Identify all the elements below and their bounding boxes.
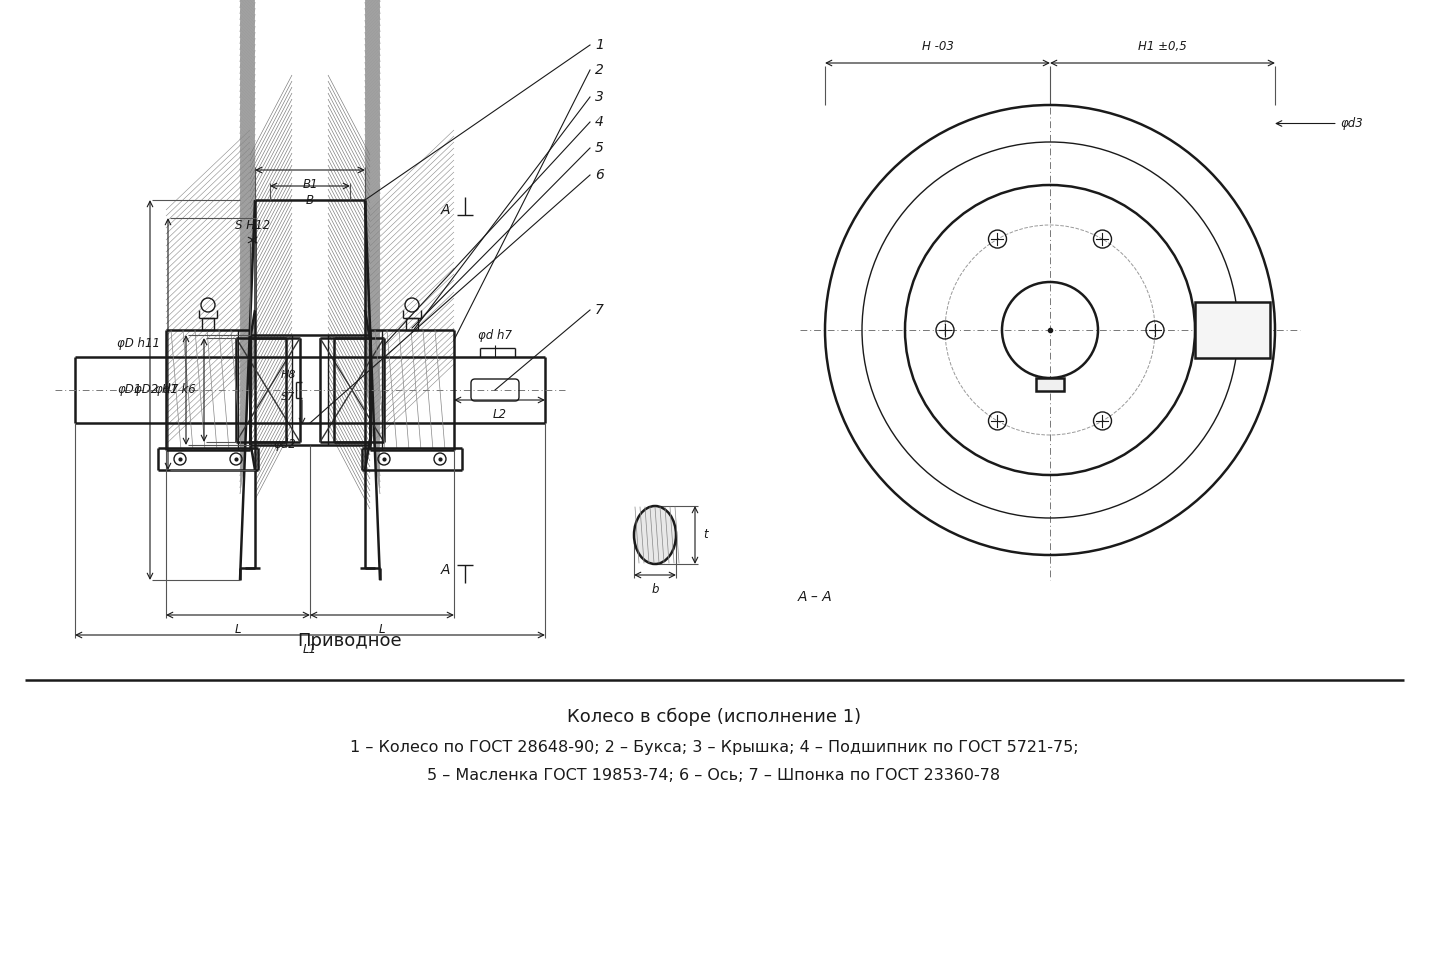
Text: t: t bbox=[703, 529, 707, 541]
Text: 7: 7 bbox=[594, 303, 604, 317]
Text: 5 – Масленка ГОСТ 19853-74; 6 – Ось; 7 – Шпонка по ГОСТ 23360-78: 5 – Масленка ГОСТ 19853-74; 6 – Ось; 7 –… bbox=[427, 768, 1000, 783]
Text: L2: L2 bbox=[493, 408, 506, 421]
Ellipse shape bbox=[634, 506, 676, 564]
Text: L: L bbox=[234, 623, 242, 636]
Text: H8: H8 bbox=[280, 370, 296, 380]
Text: A: A bbox=[440, 563, 450, 577]
Text: 2: 2 bbox=[594, 63, 604, 77]
Text: S7: S7 bbox=[282, 392, 296, 402]
Text: φd h7: φd h7 bbox=[477, 329, 512, 342]
Text: L: L bbox=[379, 623, 386, 636]
Bar bbox=[1036, 378, 1065, 391]
Text: 1: 1 bbox=[594, 38, 604, 52]
Text: H -03: H -03 bbox=[922, 40, 953, 53]
Text: A: A bbox=[440, 203, 450, 217]
Text: S H12: S H12 bbox=[234, 219, 270, 232]
Bar bbox=[1195, 302, 1270, 358]
Text: H1 ±0,5: H1 ±0,5 bbox=[1137, 40, 1187, 53]
Text: 5: 5 bbox=[594, 141, 604, 155]
Polygon shape bbox=[240, 200, 254, 580]
Text: φD2 H7: φD2 H7 bbox=[134, 383, 179, 397]
Text: φD1: φD1 bbox=[117, 383, 141, 397]
Text: b: b bbox=[652, 583, 659, 596]
Text: 4: 4 bbox=[594, 115, 604, 129]
Text: A – A: A – A bbox=[797, 590, 832, 604]
Text: Приводное: Приводное bbox=[297, 632, 403, 650]
Text: B: B bbox=[306, 194, 314, 207]
Text: φd3: φd3 bbox=[1340, 117, 1363, 130]
Text: φd2: φd2 bbox=[273, 438, 296, 451]
Text: L1: L1 bbox=[303, 643, 317, 656]
Text: φd1 k6: φd1 k6 bbox=[156, 383, 196, 397]
Text: 6: 6 bbox=[594, 168, 604, 182]
Text: B1: B1 bbox=[303, 178, 317, 191]
Text: φD h11: φD h11 bbox=[117, 337, 160, 351]
Text: Колесо в сборе (исполнение 1): Колесо в сборе (исполнение 1) bbox=[567, 708, 862, 726]
Text: 1 – Колесо по ГОСТ 28648-90; 2 – Букса; 3 – Крышка; 4 – Подшипник по ГОСТ 5721-7: 1 – Колесо по ГОСТ 28648-90; 2 – Букса; … bbox=[350, 740, 1079, 755]
Text: 3: 3 bbox=[594, 90, 604, 104]
